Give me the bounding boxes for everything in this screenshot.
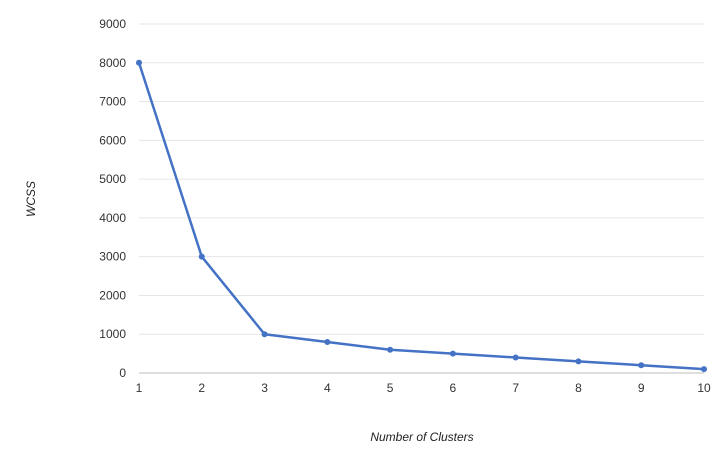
series-line [137, 61, 706, 371]
data-point [575, 358, 582, 365]
x-tick-label: 1 [136, 381, 143, 395]
data-point [701, 366, 707, 373]
y-tick-label: 9000 [99, 17, 126, 31]
y-axis-title: WCSS [24, 181, 38, 217]
y-tick-label: 5000 [99, 172, 126, 186]
x-tick-label: 9 [638, 381, 645, 395]
data-point [136, 59, 142, 66]
x-tick-label: 8 [575, 381, 582, 395]
x-tick-label: 7 [512, 381, 519, 395]
y-tick-label: 0 [119, 366, 126, 380]
y-tick-label: 7000 [99, 95, 126, 109]
x-tick-label: 4 [324, 381, 331, 395]
tick-labels: 0 1000 2000 3000 4000 5000 6000 7000 8000 9000 1 2 3… [99, 17, 711, 395]
y-tick-label: 8000 [99, 56, 126, 70]
x-tick-label: 6 [450, 381, 457, 395]
y-tick-label: 1000 [99, 327, 126, 341]
x-tick-label: 5 [387, 381, 394, 395]
data-point [198, 253, 205, 260]
x-tick-label: 2 [198, 381, 205, 395]
data-point [638, 362, 645, 369]
gridlines [139, 23, 704, 335]
y-tick-label: 6000 [99, 133, 126, 147]
series-layer [136, 59, 707, 373]
y-tick-label: 4000 [99, 211, 126, 225]
x-tick-label: 3 [261, 381, 268, 395]
y-tick-label: 2000 [99, 288, 126, 302]
data-point [261, 331, 268, 338]
data-point [324, 338, 331, 345]
x-axis-title: Number of Clusters [370, 430, 473, 444]
y-tick-label: 3000 [99, 250, 126, 264]
data-point [387, 346, 394, 353]
data-point [512, 354, 519, 361]
data-point [449, 350, 456, 357]
x-tick-label: 10 [697, 381, 711, 395]
